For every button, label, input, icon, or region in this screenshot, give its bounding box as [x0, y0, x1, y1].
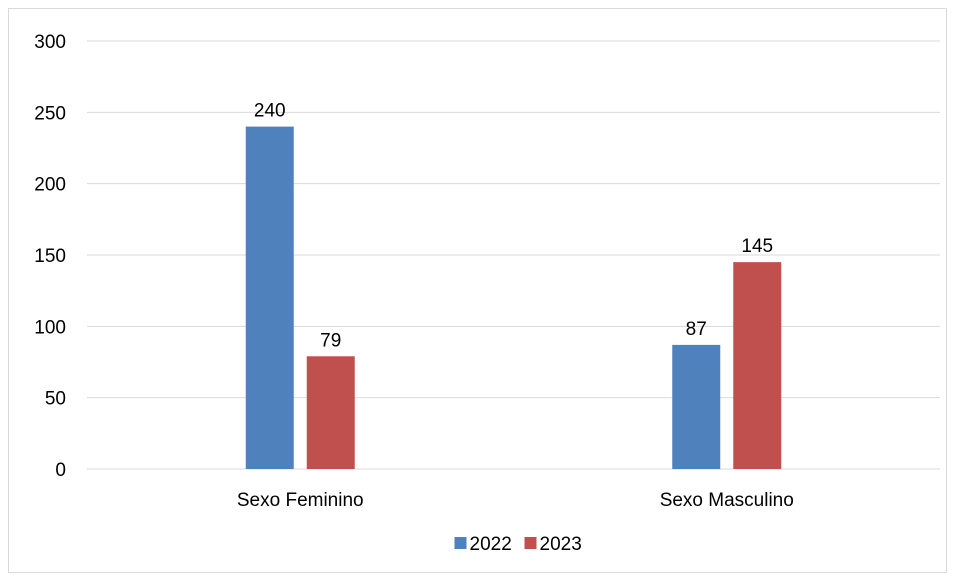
data-labels: 240 79 87 145 [254, 101, 773, 352]
y-axis-ticks: 0 50 100 150 200 250 300 [34, 32, 66, 481]
data-label: 87 [686, 319, 707, 340]
legend-swatch-2023 [525, 537, 537, 549]
y-tick-label: 150 [34, 246, 66, 267]
legend-swatch-2022 [455, 537, 467, 549]
bar-2022-0 [246, 127, 294, 469]
x-axis-ticks: Sexo Feminino Sexo Masculino [237, 490, 794, 511]
data-label: 145 [741, 236, 773, 257]
legend: 2022 2023 [455, 534, 582, 555]
data-label: 240 [254, 101, 286, 122]
bars [246, 127, 782, 469]
bar-2022-1 [672, 345, 720, 469]
y-tick-label: 300 [34, 32, 66, 53]
bar-2023-0 [307, 356, 355, 469]
y-tick-label: 250 [34, 103, 66, 124]
legend-label: 2022 [470, 534, 512, 555]
y-tick-label: 50 [45, 389, 66, 410]
y-tick-label: 200 [34, 175, 66, 196]
legend-label: 2023 [540, 534, 582, 555]
bar-2023-1 [733, 262, 781, 469]
y-tick-label: 100 [34, 317, 66, 338]
data-label: 79 [320, 330, 341, 351]
y-tick-label: 0 [55, 460, 66, 481]
x-tick-label: Sexo Feminino [237, 490, 364, 511]
gridlines [87, 41, 940, 469]
x-tick-label: Sexo Masculino [660, 490, 794, 511]
